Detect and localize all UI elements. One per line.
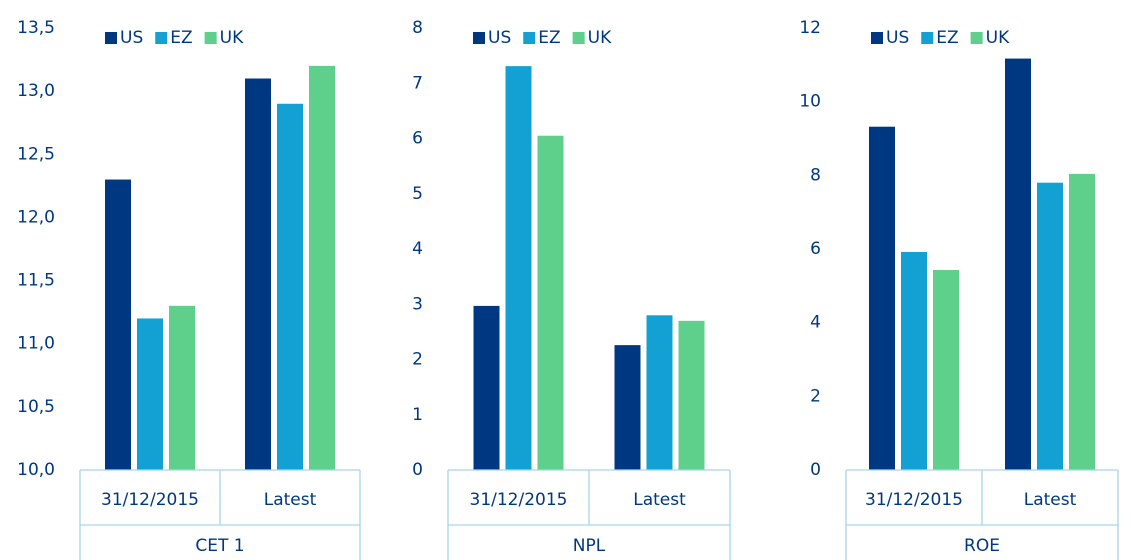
legend-swatch	[155, 32, 168, 44]
y-tick-label: 12,5	[17, 144, 55, 164]
legend-label: EZ	[936, 28, 958, 48]
legend-label: US	[488, 28, 511, 48]
legend-label: UK	[220, 28, 244, 48]
bar	[473, 305, 500, 470]
y-tick-label: 12,0	[17, 207, 55, 227]
bar	[169, 305, 195, 470]
y-tick-label: 6	[412, 129, 423, 149]
legend-label: US	[886, 28, 909, 48]
bar	[537, 135, 564, 471]
x-axis-label: CET 1	[195, 536, 244, 556]
y-tick-label: 13,0	[17, 81, 55, 101]
bar	[245, 78, 271, 470]
bar	[933, 269, 959, 470]
x-tick-label: 31/12/2015	[101, 490, 199, 510]
x-tick-label: Latest	[1024, 490, 1077, 510]
bar	[105, 179, 131, 471]
y-tick-label: 4	[810, 313, 821, 333]
y-tick-label: 2	[810, 386, 821, 406]
bar	[869, 126, 895, 471]
legend-swatch	[473, 32, 485, 44]
bar	[614, 345, 641, 470]
x-tick-label: 31/12/2015	[470, 490, 568, 510]
x-tick-label: Latest	[264, 490, 317, 510]
legend-label: EZ	[170, 28, 192, 48]
bar	[1005, 58, 1031, 471]
bar	[505, 66, 532, 470]
legend-label: UK	[588, 28, 612, 48]
y-tick-label: 12	[799, 18, 821, 38]
legend-swatch	[204, 32, 217, 44]
bar	[1069, 173, 1095, 471]
legend-swatch	[105, 32, 117, 44]
y-tick-label: 3	[412, 294, 423, 314]
bar	[309, 65, 335, 470]
x-tick-label: Latest	[633, 490, 686, 510]
y-tick-label: 1	[412, 405, 423, 425]
x-tick-label: 31/12/2015	[865, 490, 963, 510]
bar	[277, 103, 303, 471]
legend-swatch	[970, 32, 983, 44]
y-tick-label: 2	[412, 350, 423, 370]
legend-swatch	[871, 32, 883, 44]
y-tick-label: 10	[799, 92, 821, 112]
y-tick-label: 8	[810, 165, 821, 185]
y-tick-label: 0	[810, 460, 821, 480]
legend-swatch	[572, 32, 585, 44]
y-tick-label: 10,5	[17, 397, 55, 417]
y-tick-label: 11,0	[17, 334, 55, 354]
y-tick-label: 5	[412, 184, 423, 204]
legend-label: US	[120, 28, 143, 48]
bar	[646, 315, 673, 470]
y-tick-label: 11,5	[17, 271, 55, 291]
y-tick-label: 10,0	[17, 460, 55, 480]
bar	[901, 251, 927, 470]
y-tick-label: 6	[810, 239, 821, 259]
bar	[678, 320, 705, 470]
y-tick-label: 7	[412, 73, 423, 93]
legend-label: UK	[986, 28, 1010, 48]
legend-swatch	[523, 32, 536, 44]
legend-swatch	[921, 32, 934, 44]
y-tick-label: 13,5	[17, 18, 55, 38]
y-tick-label: 8	[412, 18, 423, 38]
y-tick-label: 4	[412, 239, 423, 259]
bar	[1037, 182, 1063, 470]
x-axis-label: ROE	[964, 536, 1000, 556]
x-axis-label: NPL	[573, 536, 606, 556]
bar	[137, 318, 163, 470]
legend-label: EZ	[538, 28, 560, 48]
y-tick-label: 0	[412, 460, 423, 480]
